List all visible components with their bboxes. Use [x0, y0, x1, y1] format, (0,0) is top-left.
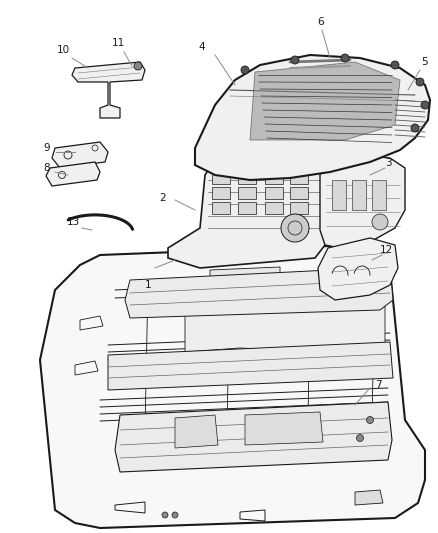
Circle shape — [172, 512, 178, 518]
Circle shape — [291, 56, 299, 64]
Circle shape — [367, 416, 374, 424]
Circle shape — [342, 452, 348, 458]
Polygon shape — [320, 155, 405, 248]
Polygon shape — [290, 202, 308, 214]
Polygon shape — [245, 412, 323, 445]
Polygon shape — [108, 342, 393, 390]
Circle shape — [134, 62, 142, 70]
Text: 8: 8 — [44, 163, 50, 173]
Circle shape — [372, 214, 388, 230]
Polygon shape — [115, 402, 392, 472]
Circle shape — [281, 214, 309, 242]
Polygon shape — [212, 187, 230, 199]
Polygon shape — [185, 285, 385, 352]
Circle shape — [241, 66, 249, 74]
Polygon shape — [46, 162, 100, 186]
Polygon shape — [250, 62, 400, 140]
Polygon shape — [318, 238, 398, 300]
Polygon shape — [265, 187, 283, 199]
Polygon shape — [210, 267, 280, 285]
Circle shape — [352, 452, 358, 458]
Text: 9: 9 — [44, 143, 50, 153]
Text: 1: 1 — [145, 280, 151, 290]
Text: 3: 3 — [385, 158, 391, 168]
Text: 10: 10 — [57, 45, 70, 55]
Polygon shape — [265, 172, 283, 184]
Polygon shape — [265, 202, 283, 214]
Polygon shape — [238, 172, 256, 184]
Text: 5: 5 — [420, 57, 427, 67]
Polygon shape — [238, 202, 256, 214]
Polygon shape — [290, 187, 308, 199]
Text: 7: 7 — [374, 380, 381, 390]
Circle shape — [421, 101, 429, 109]
Circle shape — [377, 427, 383, 433]
Text: 13: 13 — [67, 217, 80, 227]
Polygon shape — [40, 245, 425, 528]
Circle shape — [341, 54, 349, 62]
Polygon shape — [332, 180, 346, 210]
Circle shape — [416, 78, 424, 86]
Polygon shape — [175, 415, 218, 448]
Text: 4: 4 — [199, 42, 205, 52]
Polygon shape — [238, 187, 256, 199]
Polygon shape — [290, 172, 308, 184]
Polygon shape — [195, 55, 430, 180]
Polygon shape — [72, 62, 145, 118]
Polygon shape — [372, 180, 386, 210]
Polygon shape — [352, 180, 366, 210]
Text: 6: 6 — [318, 17, 324, 27]
Polygon shape — [212, 172, 230, 184]
Text: 11: 11 — [111, 38, 125, 48]
Polygon shape — [52, 142, 108, 168]
Circle shape — [162, 512, 168, 518]
Text: 2: 2 — [160, 193, 166, 203]
Polygon shape — [168, 155, 325, 268]
Polygon shape — [212, 202, 230, 214]
Polygon shape — [355, 490, 383, 505]
Circle shape — [357, 434, 364, 441]
Circle shape — [391, 61, 399, 69]
Polygon shape — [125, 267, 393, 318]
Text: 12: 12 — [379, 245, 392, 255]
Circle shape — [411, 124, 419, 132]
